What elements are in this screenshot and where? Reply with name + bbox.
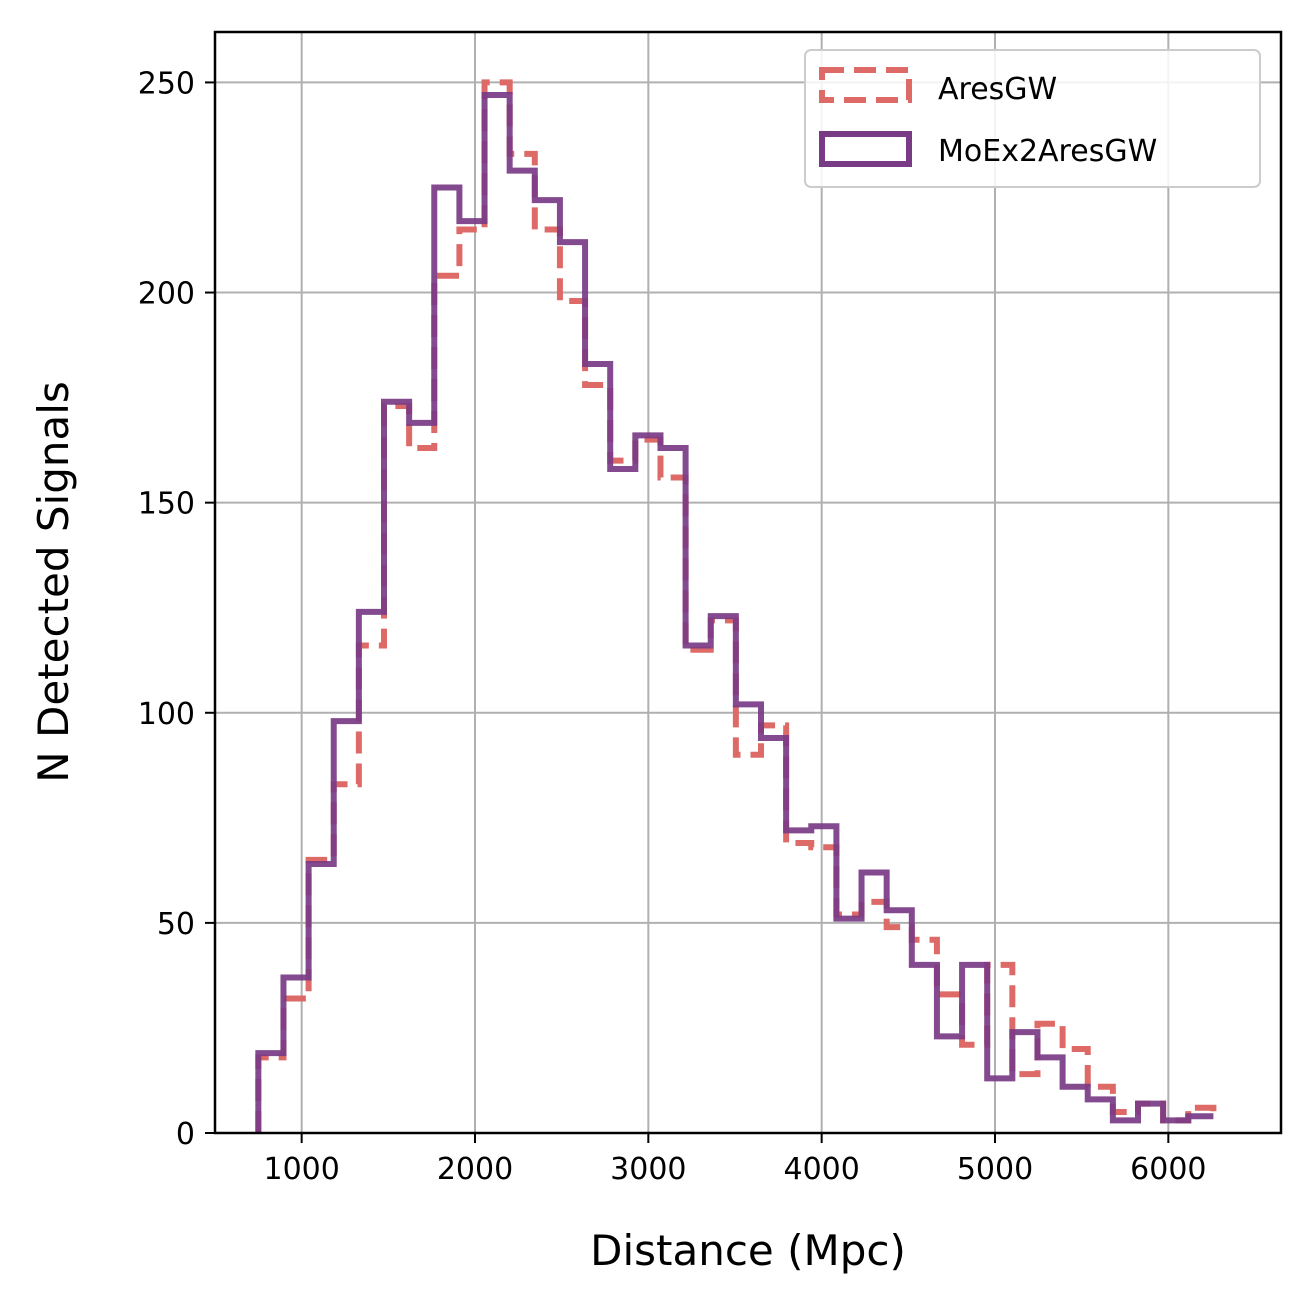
legend-swatch-moex2aresgw [819, 131, 912, 167]
histogram-step-aresgw [255, 79, 1217, 1133]
y-tick-label: 200 [138, 277, 195, 312]
legend-label-moex2aresgw: MoEx2AresGW [938, 134, 1157, 169]
y-tick-label: 50 [157, 907, 195, 942]
x-tick-label: 2000 [437, 1152, 513, 1187]
y-tick-label: 100 [138, 697, 195, 732]
grid-lines [215, 32, 1281, 1134]
histogram-step-moex2aresgw [255, 92, 1214, 1133]
x-tick-label: 6000 [1130, 1152, 1206, 1187]
x-axis-title: Distance (Mpc) [590, 1226, 906, 1275]
legend-swatch-aresgw [819, 67, 912, 103]
x-tick-label: 1000 [263, 1152, 339, 1187]
y-axis-ticks: 0 50 100 150 200 250 [138, 66, 215, 1152]
plot-frame [213, 30, 1283, 1135]
y-tick-label: 0 [176, 1117, 195, 1152]
x-tick-label: 5000 [957, 1152, 1033, 1187]
legend-label-aresgw: AresGW [938, 72, 1057, 107]
x-tick-label: 4000 [783, 1152, 859, 1187]
y-axis-title: N Detected Signals [29, 381, 78, 783]
x-tick-label: 3000 [610, 1152, 686, 1187]
y-tick-label: 250 [138, 66, 195, 101]
y-tick-label: 150 [138, 487, 195, 522]
legend: AresGW MoEx2AresGW [804, 49, 1261, 188]
histogram-series [255, 79, 1217, 1133]
x-axis-ticks: 1000 2000 3000 4000 5000 6000 [263, 1133, 1207, 1187]
legend-box [804, 49, 1261, 188]
